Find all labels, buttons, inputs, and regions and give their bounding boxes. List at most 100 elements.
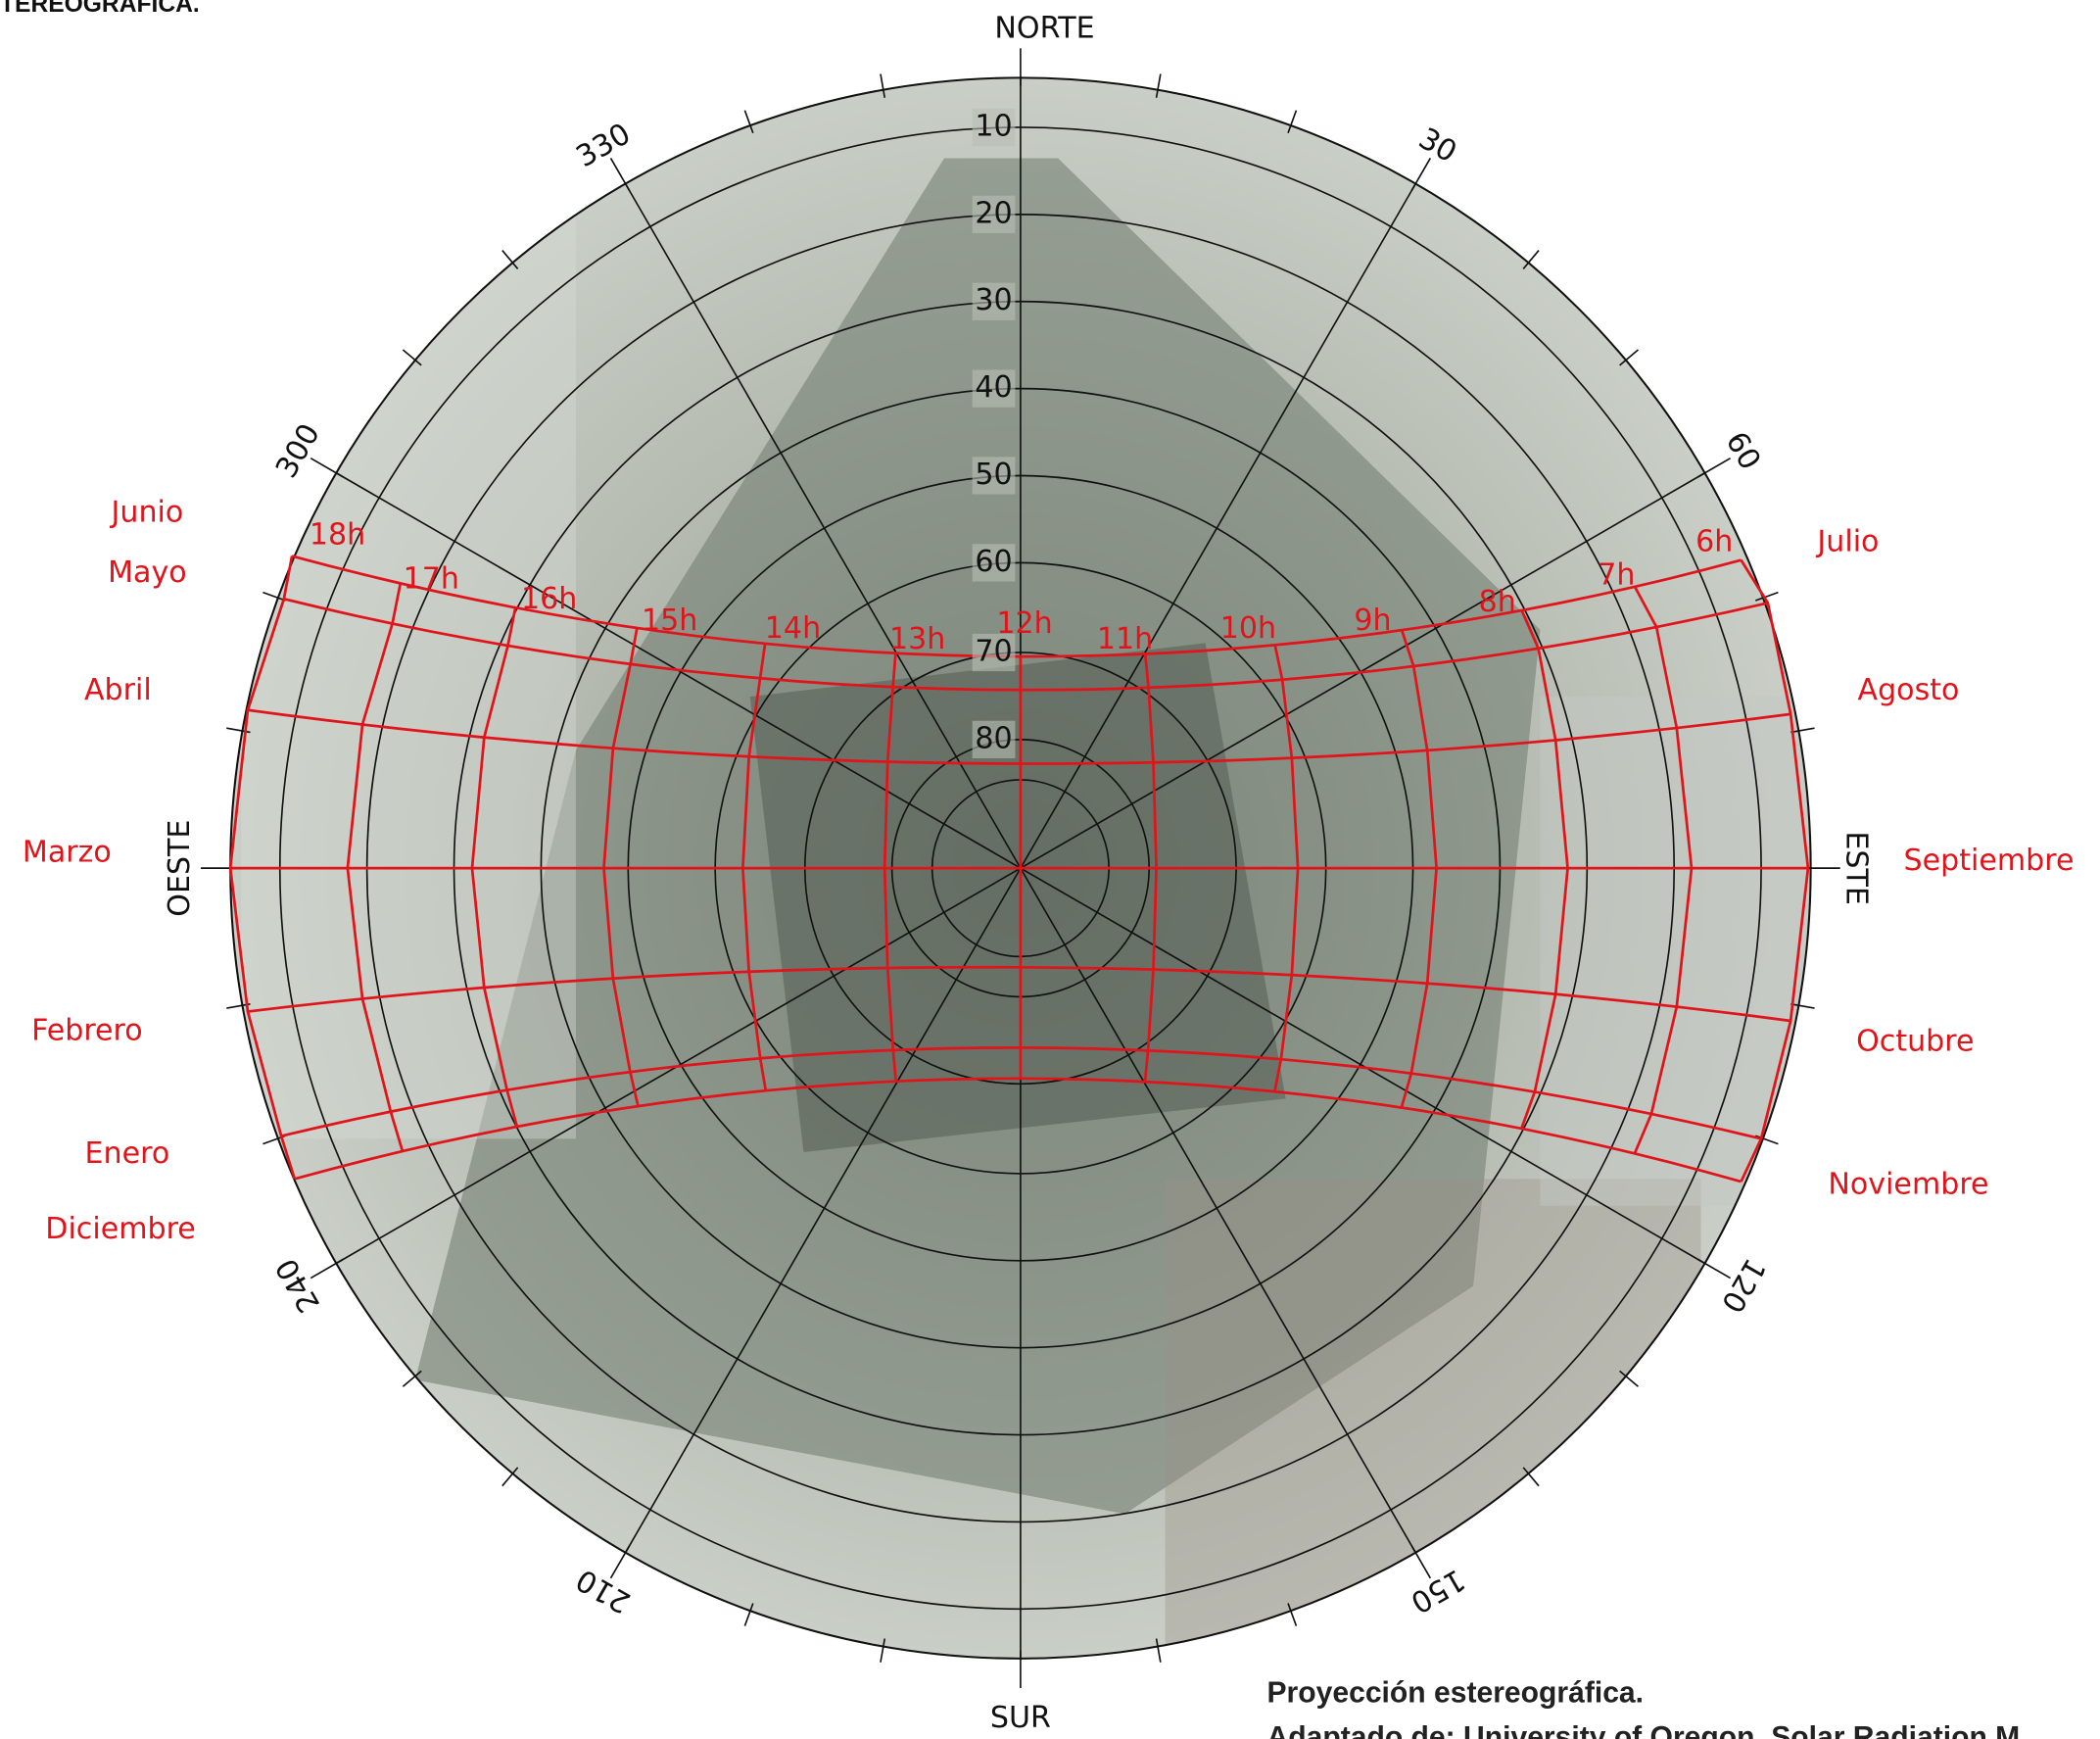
month-label: Junio bbox=[110, 495, 184, 529]
azimuth-label: 120 bbox=[1714, 1252, 1772, 1318]
hour-line bbox=[1400, 629, 1438, 1108]
hour-label: 14h bbox=[765, 611, 821, 646]
month-label: Julio bbox=[1815, 524, 1879, 558]
azimuth-tick bbox=[1790, 1002, 1815, 1009]
altitude-label: 10 bbox=[975, 109, 1012, 143]
altitude-label: 80 bbox=[975, 721, 1012, 755]
label-backdrop bbox=[972, 544, 1016, 582]
month-label: Agosto bbox=[1858, 673, 1960, 707]
hour-line bbox=[228, 556, 297, 1180]
hour-label: 15h bbox=[642, 604, 697, 638]
azimuth-tick bbox=[1155, 73, 1162, 98]
hour-label: 11h bbox=[1097, 622, 1153, 656]
azimuth-tick bbox=[1619, 1370, 1640, 1387]
altitude-label: 60 bbox=[975, 545, 1012, 579]
azimuth-tick bbox=[402, 1370, 422, 1387]
month-label: Septiembre bbox=[1904, 844, 2075, 878]
month-label: Marzo bbox=[23, 836, 112, 870]
hour-label: 6h bbox=[1695, 524, 1733, 558]
aerial-photo bbox=[230, 77, 1811, 1659]
west-label: OESTE bbox=[163, 820, 197, 917]
east-label: ESTE bbox=[1838, 831, 1873, 904]
label-backdrop bbox=[972, 282, 1016, 320]
hour-line bbox=[1633, 586, 1694, 1154]
azimuth-tick bbox=[501, 1467, 519, 1487]
altitude-label: 30 bbox=[975, 283, 1012, 317]
azimuth-label: 60 bbox=[1719, 426, 1767, 476]
label-backdrop bbox=[972, 720, 1016, 759]
azimuth-tick bbox=[262, 591, 286, 602]
azimuth-tick bbox=[880, 73, 886, 98]
month-label: Enero bbox=[85, 1136, 170, 1171]
azimuth-tick bbox=[1410, 1545, 1432, 1579]
hour-line bbox=[1143, 653, 1158, 1083]
month-label: Noviembre bbox=[1828, 1168, 1988, 1202]
hour-line bbox=[470, 606, 519, 1128]
hour-line bbox=[1740, 558, 1810, 1183]
hour-label: 13h bbox=[889, 622, 945, 656]
azimuth-tick bbox=[1410, 158, 1432, 191]
altitude-label: 70 bbox=[975, 634, 1012, 668]
azimuth-tick bbox=[609, 1545, 631, 1579]
altitude-label: 50 bbox=[975, 458, 1012, 492]
azimuth-tick bbox=[1522, 1467, 1540, 1487]
azimuth-tick bbox=[402, 349, 422, 366]
altitude-label: 40 bbox=[975, 370, 1012, 405]
hour-label: 10h bbox=[1220, 611, 1276, 646]
hour-label: 18h bbox=[310, 518, 365, 553]
label-backdrop bbox=[972, 369, 1016, 408]
azimuth-tick bbox=[1790, 727, 1815, 734]
azimuth-tick bbox=[1697, 1258, 1732, 1280]
azimuth-tick bbox=[310, 1258, 344, 1280]
label-backdrop bbox=[972, 457, 1016, 495]
month-label: Diciembre bbox=[45, 1212, 196, 1246]
azimuth-label: 150 bbox=[1405, 1562, 1470, 1619]
altitude-label: 20 bbox=[975, 196, 1012, 230]
hour-label: 16h bbox=[521, 582, 577, 616]
azimuth-label: 300 bbox=[269, 418, 327, 484]
grid bbox=[201, 48, 1840, 1688]
caption-source: Adaptado de: University of Oregon, Solar… bbox=[1267, 1721, 2021, 1739]
title: TEREOGRÁFICA. bbox=[0, 0, 200, 18]
azimuth-label: 240 bbox=[269, 1252, 327, 1318]
azimuth-tick bbox=[743, 1603, 754, 1626]
azimuth-tick bbox=[1522, 250, 1540, 269]
azimuth-tick bbox=[310, 458, 344, 478]
hour-line bbox=[1273, 645, 1300, 1092]
hour-label: 12h bbox=[996, 606, 1052, 641]
label-backdrop bbox=[972, 195, 1016, 234]
azimuth-tick bbox=[501, 250, 519, 269]
azimuth-label: 330 bbox=[571, 117, 637, 174]
azimuth-tick bbox=[880, 1638, 886, 1663]
azimuth-tick bbox=[609, 158, 631, 191]
hour-label: 7h bbox=[1598, 558, 1635, 593]
south-label: SUR bbox=[990, 1701, 1051, 1735]
month-label: Octubre bbox=[1856, 1024, 1974, 1058]
hour-line bbox=[346, 583, 405, 1152]
hour-line bbox=[883, 652, 898, 1082]
azimuth-tick bbox=[1287, 1603, 1298, 1626]
azimuth-label: 30 bbox=[1412, 121, 1462, 169]
month-label: Mayo bbox=[108, 556, 187, 590]
azimuth-label: 210 bbox=[571, 1562, 637, 1619]
label-backdrop bbox=[972, 108, 1016, 147]
hour-label: 9h bbox=[1354, 604, 1391, 638]
azimuth-tick bbox=[1697, 458, 1732, 478]
azimuth-tick bbox=[743, 110, 754, 134]
hour-label: 17h bbox=[404, 562, 459, 597]
hour-line bbox=[741, 643, 768, 1091]
north-label: NORTE bbox=[994, 12, 1094, 46]
azimuth-tick bbox=[1619, 349, 1640, 366]
azimuth-tick bbox=[1755, 591, 1779, 602]
hour-label: 8h bbox=[1479, 585, 1516, 619]
month-label: Abril bbox=[84, 673, 152, 707]
hour-line bbox=[1520, 609, 1569, 1130]
caption: Proyección estereográfica. bbox=[1267, 1677, 1645, 1710]
azimuth-tick bbox=[1287, 110, 1298, 134]
azimuth-tick bbox=[1155, 1638, 1162, 1663]
hour-line bbox=[602, 627, 640, 1107]
month-label: Febrero bbox=[31, 1013, 143, 1047]
label-backdrop bbox=[972, 633, 1016, 672]
